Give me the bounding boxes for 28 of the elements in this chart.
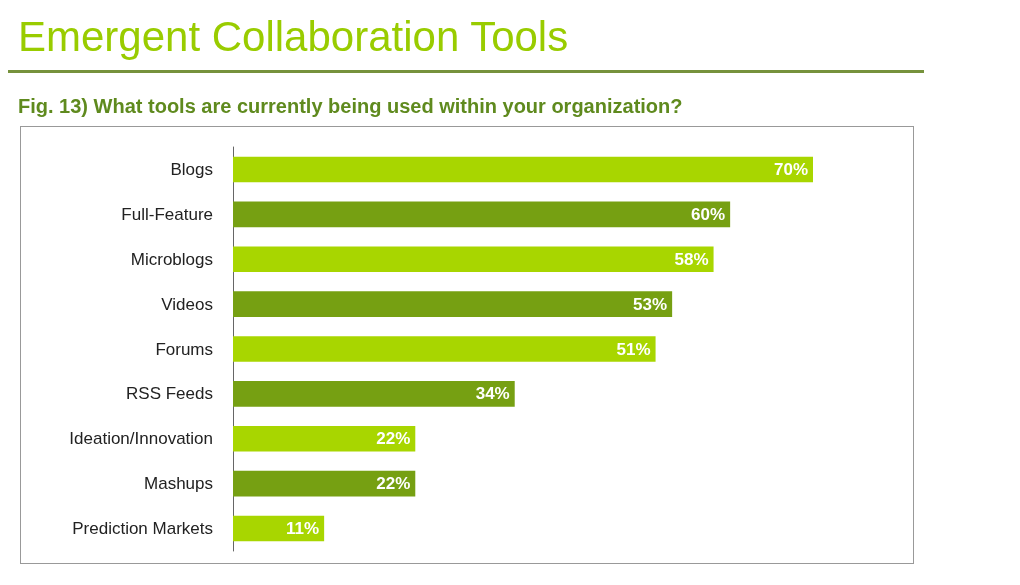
y-tick-label: Full-Feature: [121, 204, 213, 224]
data-label: 58%: [674, 249, 709, 269]
y-tick-label: Blogs: [170, 159, 213, 179]
chart-subtitle: Fig. 13) What tools are currently being used within your organization?: [18, 95, 684, 118]
y-tick-label: Videos: [161, 294, 213, 314]
bar: [233, 336, 656, 362]
data-label: 60%: [691, 204, 726, 224]
data-label: 22%: [376, 474, 411, 494]
bar: [233, 246, 714, 273]
data-label: 11%: [286, 519, 320, 539]
y-tick-label: Prediction Markets: [72, 519, 213, 539]
bar: [233, 470, 416, 497]
data-label: 51%: [616, 339, 651, 359]
data-label: 34%: [475, 384, 510, 404]
y-tick-label: Forums: [155, 339, 213, 359]
chart-title: Emergent Collaboration Tools: [18, 12, 570, 62]
data-label: 53%: [633, 294, 668, 314]
bar: [233, 381, 515, 407]
data-label: 70%: [773, 159, 808, 179]
y-tick-label: RSS Feeds: [126, 384, 213, 404]
bar: [233, 156, 813, 183]
y-tick-label: Ideation/Innovation: [69, 429, 213, 449]
y-tick-label: Microblogs: [130, 249, 213, 269]
bar: [233, 425, 416, 452]
bar: [233, 291, 673, 317]
y-tick-label: Mashups: [144, 474, 213, 494]
bar: [233, 201, 731, 228]
data-label: 22%: [376, 429, 411, 449]
